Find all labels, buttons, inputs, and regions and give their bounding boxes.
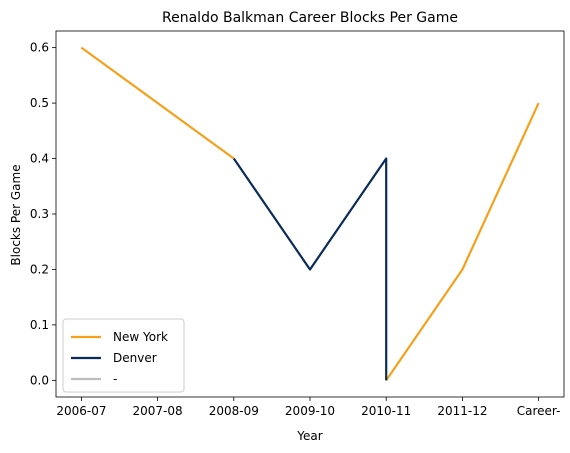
series-layer bbox=[80, 46, 540, 382]
y-tick-label: 0.5 bbox=[30, 96, 49, 110]
series-line-denver bbox=[232, 157, 388, 381]
x-axis-label: Year bbox=[296, 429, 322, 443]
legend-label: - bbox=[113, 372, 117, 386]
legend: New York Denver - bbox=[62, 318, 185, 393]
x-tick-label: 2006-07 bbox=[56, 404, 106, 418]
y-axis: 0.0 0.1 0.2 0.3 0.4 0.5 0.6 bbox=[30, 41, 56, 387]
y-tick-label: 0.0 bbox=[30, 373, 49, 387]
series-line-new-york bbox=[385, 102, 540, 382]
y-tick-label: 0.1 bbox=[30, 318, 49, 332]
x-tick-label: 2007-08 bbox=[133, 404, 183, 418]
series-line-new-york bbox=[80, 46, 235, 160]
y-axis-label: Blocks Per Game bbox=[9, 164, 23, 265]
x-tick-label: 2009-10 bbox=[285, 404, 335, 418]
y-tick-label: 0.4 bbox=[30, 152, 49, 166]
y-tick-label: 0.2 bbox=[30, 262, 49, 276]
x-axis: 2006-07 2007-08 2008-09 2009-10 2010-11 2011-… bbox=[56, 397, 560, 418]
y-tick-label: 0.3 bbox=[30, 207, 49, 221]
x-tick-label: Career- bbox=[517, 404, 561, 418]
x-tick-label: 2008-09 bbox=[209, 404, 259, 418]
y-tick-label: 0.6 bbox=[30, 41, 49, 55]
x-tick-label: 2011-12 bbox=[437, 404, 487, 418]
legend-label: New York bbox=[113, 330, 168, 344]
x-tick-label: 2010-11 bbox=[361, 404, 411, 418]
chart-title: Renaldo Balkman Career Blocks Per Game bbox=[162, 10, 458, 26]
legend-label: Denver bbox=[113, 351, 157, 365]
